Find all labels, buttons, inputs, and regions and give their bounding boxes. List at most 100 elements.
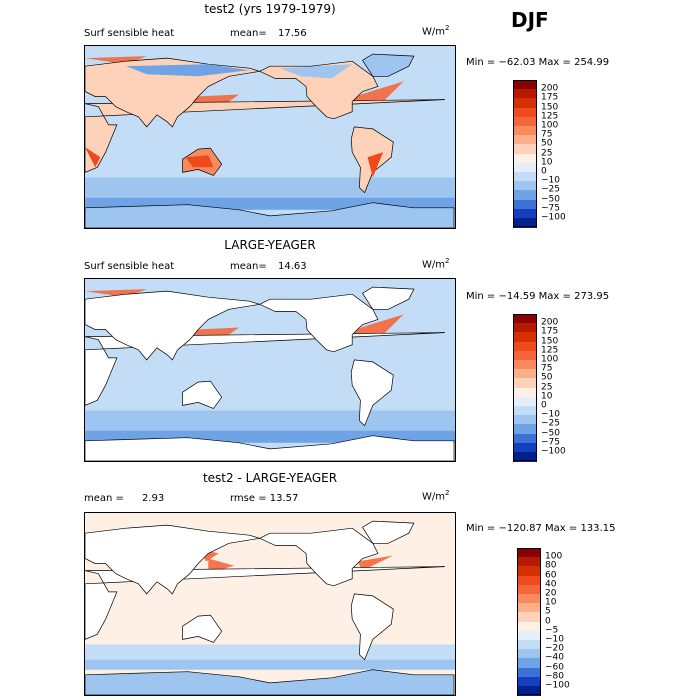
panel-3-minmax: Min = −120.87 Max = 133.15 xyxy=(466,523,616,534)
colorbar-tick-label: −75 xyxy=(541,437,560,448)
colorbar-tick-label: −20 xyxy=(545,643,564,654)
panel-2-map xyxy=(84,278,456,462)
colorbar-tick-label: −80 xyxy=(545,671,564,682)
land-namerica xyxy=(258,60,379,120)
colorbar-tick-label: 175 xyxy=(541,326,559,337)
panel-2-title: LARGE-YEAGER xyxy=(224,238,316,252)
panel-3-rmse: rmse = 13.57 xyxy=(230,493,299,504)
colorbar-frame xyxy=(513,80,537,228)
colorbar-tick-label: −75 xyxy=(541,203,560,214)
ocean-band xyxy=(85,659,455,670)
colorbar-frame xyxy=(517,548,541,696)
land-warm-anomaly xyxy=(185,155,214,168)
panel-2-stat-label: mean= xyxy=(230,261,267,272)
ocean-warm-anomaly xyxy=(85,56,147,65)
land-greenland xyxy=(362,286,415,310)
land-eurasia xyxy=(85,290,260,361)
ocean-band xyxy=(85,644,455,660)
land-warm-anomaly xyxy=(367,152,384,178)
colorbar-tick-label: 0 xyxy=(541,400,547,411)
land-antarctica xyxy=(85,669,455,695)
panel-3-units: W/m2 xyxy=(422,489,450,503)
colorbar-tick-label: 100 xyxy=(541,354,559,365)
colorbar-tick-label: −10 xyxy=(541,175,560,186)
panel-1-map xyxy=(84,45,456,229)
panel-1-stat-label: mean= xyxy=(230,28,267,39)
land-samerica xyxy=(350,359,394,427)
colorbar-tick-label: 50 xyxy=(541,138,553,149)
panel-3-mean-value: 2.93 xyxy=(142,493,165,504)
colorbar-tick-label: −10 xyxy=(541,409,560,420)
colorbar-tick-label: −100 xyxy=(541,212,566,223)
land-samerica xyxy=(350,593,394,661)
season-label: DJF xyxy=(511,8,549,32)
colorbar-tick-label: 0 xyxy=(545,616,551,627)
land-australia xyxy=(182,614,223,643)
colorbar-tick-label: −25 xyxy=(541,418,560,429)
panel-3-title: test2 - LARGE-YEAGER xyxy=(202,471,338,485)
colorbar-tick-label: 0 xyxy=(541,166,547,177)
colorbar-tick-label: −100 xyxy=(541,446,566,457)
colorbar-tick-label: 10 xyxy=(545,597,557,608)
colorbar-tick-label: −10 xyxy=(545,634,564,645)
land-antarctica xyxy=(85,202,455,228)
colorbar-tick-label: −100 xyxy=(545,680,570,691)
colorbar-tick-label: 25 xyxy=(541,382,553,393)
land-cold-anomaly xyxy=(126,64,250,77)
colorbar-tick-label: 50 xyxy=(541,372,553,383)
panel-1-field-label: Surf sensible heat xyxy=(84,28,175,39)
colorbar-tick-label: −40 xyxy=(545,652,564,663)
colorbar-tick-label: 25 xyxy=(541,148,553,159)
land-antarctica xyxy=(85,435,455,461)
colorbar-tick-label: 125 xyxy=(541,345,559,356)
ocean-warm-anomaly xyxy=(354,314,404,338)
colorbar-tick-label: 150 xyxy=(541,102,559,113)
land-eurasia xyxy=(85,524,260,595)
land-greenland xyxy=(362,53,415,77)
ocean-band xyxy=(85,177,455,198)
panel-1-title: test2 (yrs 1979-1979) xyxy=(204,2,336,16)
colorbar-tick-label: 10 xyxy=(541,391,553,402)
colorbar-tick-label: 75 xyxy=(541,363,553,374)
colorbar-tick-label: 200 xyxy=(541,83,559,94)
ocean-warm-anomaly xyxy=(354,81,404,105)
colorbar-tick-label: −60 xyxy=(545,662,564,673)
colorbar-tick-label: 5 xyxy=(545,606,551,617)
colorbar-tick-label: 125 xyxy=(541,111,559,122)
panel-3-mean-label: mean = xyxy=(84,493,124,504)
colorbar-tick-label: 60 xyxy=(545,570,557,581)
land-namerica xyxy=(258,527,379,587)
land-cold-anomaly xyxy=(280,64,353,79)
ocean-warm-anomaly xyxy=(357,555,394,571)
colorbar-tick-label: 100 xyxy=(545,551,563,562)
land-eurasia xyxy=(85,57,260,128)
land-namerica xyxy=(258,293,379,353)
colorbar-tick-label: −5 xyxy=(545,625,559,636)
colorbar-tick-label: 150 xyxy=(541,336,559,347)
colorbar-tick-label: 100 xyxy=(541,120,559,131)
land-greenland xyxy=(362,520,415,544)
panel-2-minmax: Min = −14.59 Max = 273.95 xyxy=(466,291,610,302)
colorbar-frame xyxy=(513,314,537,462)
colorbar-tick-label: −50 xyxy=(541,194,560,205)
colorbar-tick-label: 200 xyxy=(541,317,559,328)
ocean-warm-anomaly xyxy=(85,289,147,298)
colorbar-tick-label: 40 xyxy=(545,579,557,590)
panel-2-field-label: Surf sensible heat xyxy=(84,261,175,272)
colorbar-tick-label: −50 xyxy=(541,428,560,439)
colorbar-tick-label: 75 xyxy=(541,129,553,140)
colorbar-tick-label: −25 xyxy=(541,184,560,195)
colorbar-tick-label: 20 xyxy=(545,588,557,599)
panel-1-stat-value: 17.56 xyxy=(278,28,307,39)
panel-1-units: W/m2 xyxy=(422,24,450,38)
panel-2-stat-value: 14.63 xyxy=(278,261,307,272)
land-australia xyxy=(182,380,223,409)
colorbar-tick-label: 175 xyxy=(541,92,559,103)
colorbar-tick-label: 10 xyxy=(541,157,553,168)
panel-1-minmax: Min = −62.03 Max = 254.99 xyxy=(466,57,610,68)
ocean-band xyxy=(85,410,455,431)
panel-2-units: W/m2 xyxy=(422,257,450,271)
land-warm-anomaly xyxy=(85,147,101,168)
colorbar-tick-label: 80 xyxy=(545,560,557,571)
panel-3-map xyxy=(84,512,456,696)
